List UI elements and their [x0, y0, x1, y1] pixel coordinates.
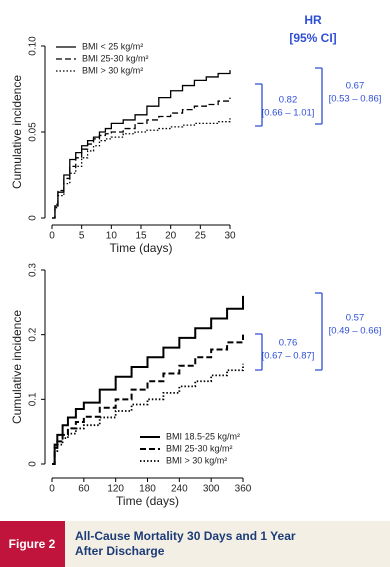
x-tick-label: 20: [165, 231, 177, 242]
y-tick-label: 0: [28, 215, 39, 221]
series-line: [52, 334, 244, 465]
y-axis-label: Cumulative incidence: [10, 310, 24, 424]
caption: All-Cause Mortality 30 Days and 1 Year: [75, 529, 296, 543]
x-tick-label: 300: [203, 484, 220, 495]
y-tick-label: 0.1: [28, 392, 39, 406]
hr-value: 0.76: [279, 338, 298, 349]
y-tick-label: 0.2: [28, 327, 39, 341]
x-tick-label: 10: [106, 231, 118, 242]
legend-label: BMI > 30 kg/m²: [166, 455, 227, 465]
hr-ci: [0.53 – 0.86]: [329, 94, 382, 105]
x-tick-label: 360: [235, 484, 252, 495]
y-tick-label: 0.10: [28, 36, 39, 56]
legend-label: BMI < 25 kg/m²: [82, 41, 143, 51]
bracket: [315, 292, 323, 371]
x-tick-label: 0: [49, 231, 55, 242]
legend-label: BMI 18.5-25 kg/m²: [166, 431, 240, 441]
x-tick-label: 120: [107, 484, 124, 495]
legend-label: BMI 25-30 kg/m²: [82, 53, 149, 63]
series-line: [52, 295, 244, 465]
figure-label: Figure 2: [9, 537, 56, 551]
y-tick-label: 0: [28, 461, 39, 467]
x-tick-label: 30: [224, 231, 236, 242]
legend-label: BMI 25-30 kg/m²: [166, 443, 233, 453]
hr-ci: [0.49 – 0.66]: [329, 326, 382, 337]
hr-header: [95% CI]: [289, 31, 336, 45]
legend-label: BMI > 30 kg/m²: [82, 65, 143, 75]
x-tick-label: 25: [195, 231, 207, 242]
caption: After Discharge: [75, 544, 165, 558]
x-tick-label: 15: [135, 231, 147, 242]
series-line: [52, 118, 231, 219]
x-tick-label: 240: [171, 484, 188, 495]
x-tick-label: 60: [78, 484, 90, 495]
bracket: [255, 333, 263, 371]
y-axis-label: Cumulative incidence: [10, 75, 24, 189]
x-axis-label: Time (days): [116, 494, 179, 508]
y-tick-label: 0.3: [28, 263, 39, 277]
x-axis-label: Time (days): [110, 241, 173, 255]
x-tick-label: 5: [79, 231, 85, 242]
figure-label-box: [0, 521, 65, 567]
hr-ci: [0.67 – 0.87]: [262, 351, 315, 362]
y-tick-label: 0.05: [28, 122, 39, 142]
hr-header: HR: [304, 13, 322, 27]
hr-value: 0.67: [346, 81, 365, 92]
hr-value: 0.82: [279, 95, 298, 106]
bracket: [255, 83, 263, 127]
hr-value: 0.57: [346, 313, 365, 324]
hr-ci: [0.66 – 1.01]: [262, 108, 315, 119]
x-tick-label: 180: [139, 484, 156, 495]
bracket: [315, 67, 323, 125]
x-tick-label: 0: [49, 484, 55, 495]
series-line: [52, 363, 244, 465]
